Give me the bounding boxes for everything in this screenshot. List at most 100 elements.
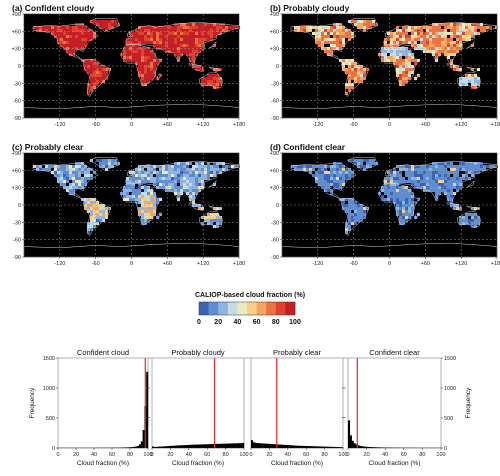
map-grid-cell <box>189 195 192 198</box>
map-grid-cell <box>384 183 387 186</box>
map-grid-cell <box>474 216 477 219</box>
map-grid-cell <box>354 159 357 162</box>
map-grid-cell <box>153 65 156 68</box>
map-grid-cell <box>405 71 408 74</box>
map-grid-cell <box>357 65 360 68</box>
map-grid-cell <box>339 44 342 47</box>
map-grid-cell <box>129 59 132 62</box>
map-grid-cell <box>402 213 405 216</box>
map-grid-cell <box>102 216 105 219</box>
map-grid-cell <box>102 65 105 68</box>
map-grid-cell <box>330 183 333 186</box>
map-grid-cell <box>96 213 99 216</box>
hist-bar <box>328 446 331 448</box>
map-grid-cell <box>411 32 414 35</box>
map-grid-cell <box>348 198 351 201</box>
map-title: (a) Confident cloudy <box>12 3 94 13</box>
map-grid-cell <box>141 177 144 180</box>
hist-bar <box>131 447 134 448</box>
hist-bar <box>232 443 235 448</box>
map-grid-cell <box>93 83 96 86</box>
map-grid-cell <box>135 180 138 183</box>
map-grid-cell <box>333 26 336 29</box>
map-grid-cell <box>330 180 333 183</box>
map-grid-cell <box>411 174 414 177</box>
y-tick-label: 1500 <box>43 356 55 362</box>
hist-bar <box>353 443 356 448</box>
map-grid-cell <box>207 219 210 222</box>
map-grid-cell <box>354 201 357 204</box>
hist-bar <box>212 444 215 448</box>
map-grid-cell <box>318 165 321 168</box>
map-grid-cell <box>423 26 426 29</box>
map-grid-cell <box>354 222 357 225</box>
map-grid-cell <box>459 186 462 189</box>
map-grid-cell <box>96 68 99 71</box>
map-grid-cell <box>150 53 153 56</box>
map-grid-cell <box>90 213 93 216</box>
map-grid-cell <box>81 47 84 50</box>
map-grid-cell <box>216 213 219 216</box>
hist-bar <box>155 446 158 448</box>
map-grid-cell <box>147 165 150 168</box>
map-grid-cell <box>324 171 327 174</box>
map-grid-cell <box>375 162 378 165</box>
map-grid-cell <box>405 195 408 198</box>
map-grid-cell <box>393 174 396 177</box>
map-grid-cell <box>132 38 135 41</box>
map-grid-cell <box>144 56 147 59</box>
map-grid-cell <box>96 83 99 86</box>
map-grid-cell <box>357 68 360 71</box>
map-grid-cell <box>135 168 138 171</box>
map-grid-cell <box>402 204 405 207</box>
map-grid-cell <box>168 26 171 29</box>
coastline <box>32 163 99 201</box>
map-grid-cell <box>99 23 102 26</box>
map-grid-cell <box>336 38 339 41</box>
map-grid-cell <box>450 32 453 35</box>
map-grid-cell <box>189 44 192 47</box>
map-grid-cell <box>456 171 459 174</box>
map-grid-cell <box>327 174 330 177</box>
map-grid-cell <box>81 186 84 189</box>
map-grid-cell <box>405 53 408 56</box>
map-grid-cell <box>453 32 456 35</box>
map-grid-cell <box>483 165 486 168</box>
map-grid-cell <box>447 165 450 168</box>
map-grid-cell <box>132 35 135 38</box>
map-grid-cell <box>432 26 435 29</box>
map-panel-d: (d) Confident clear+90+60+300-30-60-90-1… <box>270 142 500 267</box>
hist-bar <box>326 446 329 448</box>
map-grid-cell <box>144 50 147 53</box>
map-grid-cell <box>138 68 141 71</box>
map-grid-cell <box>432 177 435 180</box>
map-grid-cell <box>327 53 330 56</box>
hist-bar <box>351 440 354 448</box>
x-tick-label: 20 <box>266 452 272 458</box>
map-grid-cell <box>423 165 426 168</box>
map-grid-cell <box>96 216 99 219</box>
map-grid-cell <box>90 204 93 207</box>
map-grid-cell <box>435 189 438 192</box>
map-grid-cell <box>75 41 78 44</box>
coastline <box>466 66 480 73</box>
map-grid-cell <box>336 165 339 168</box>
map-grid-cell <box>171 26 174 29</box>
map-grid-cell <box>60 183 63 186</box>
hist-title: Confident clear <box>369 348 420 357</box>
map-grid-cell <box>189 198 192 201</box>
map-grid-cell <box>210 77 213 80</box>
map-grid-cell <box>195 183 198 186</box>
map-grid-cell <box>459 162 462 165</box>
map-grid-cell <box>324 186 327 189</box>
map-grid-cell <box>348 71 351 74</box>
hist-bar <box>231 443 234 448</box>
map-grid-cell <box>189 59 192 62</box>
map-grid-cell <box>198 171 201 174</box>
hist-bar <box>313 446 316 448</box>
map-grid-cell <box>204 26 207 29</box>
map-grid-cell <box>210 222 213 225</box>
map-grid-cell <box>87 174 90 177</box>
map-grid-cell <box>123 192 126 195</box>
map-grid-cell <box>159 174 162 177</box>
